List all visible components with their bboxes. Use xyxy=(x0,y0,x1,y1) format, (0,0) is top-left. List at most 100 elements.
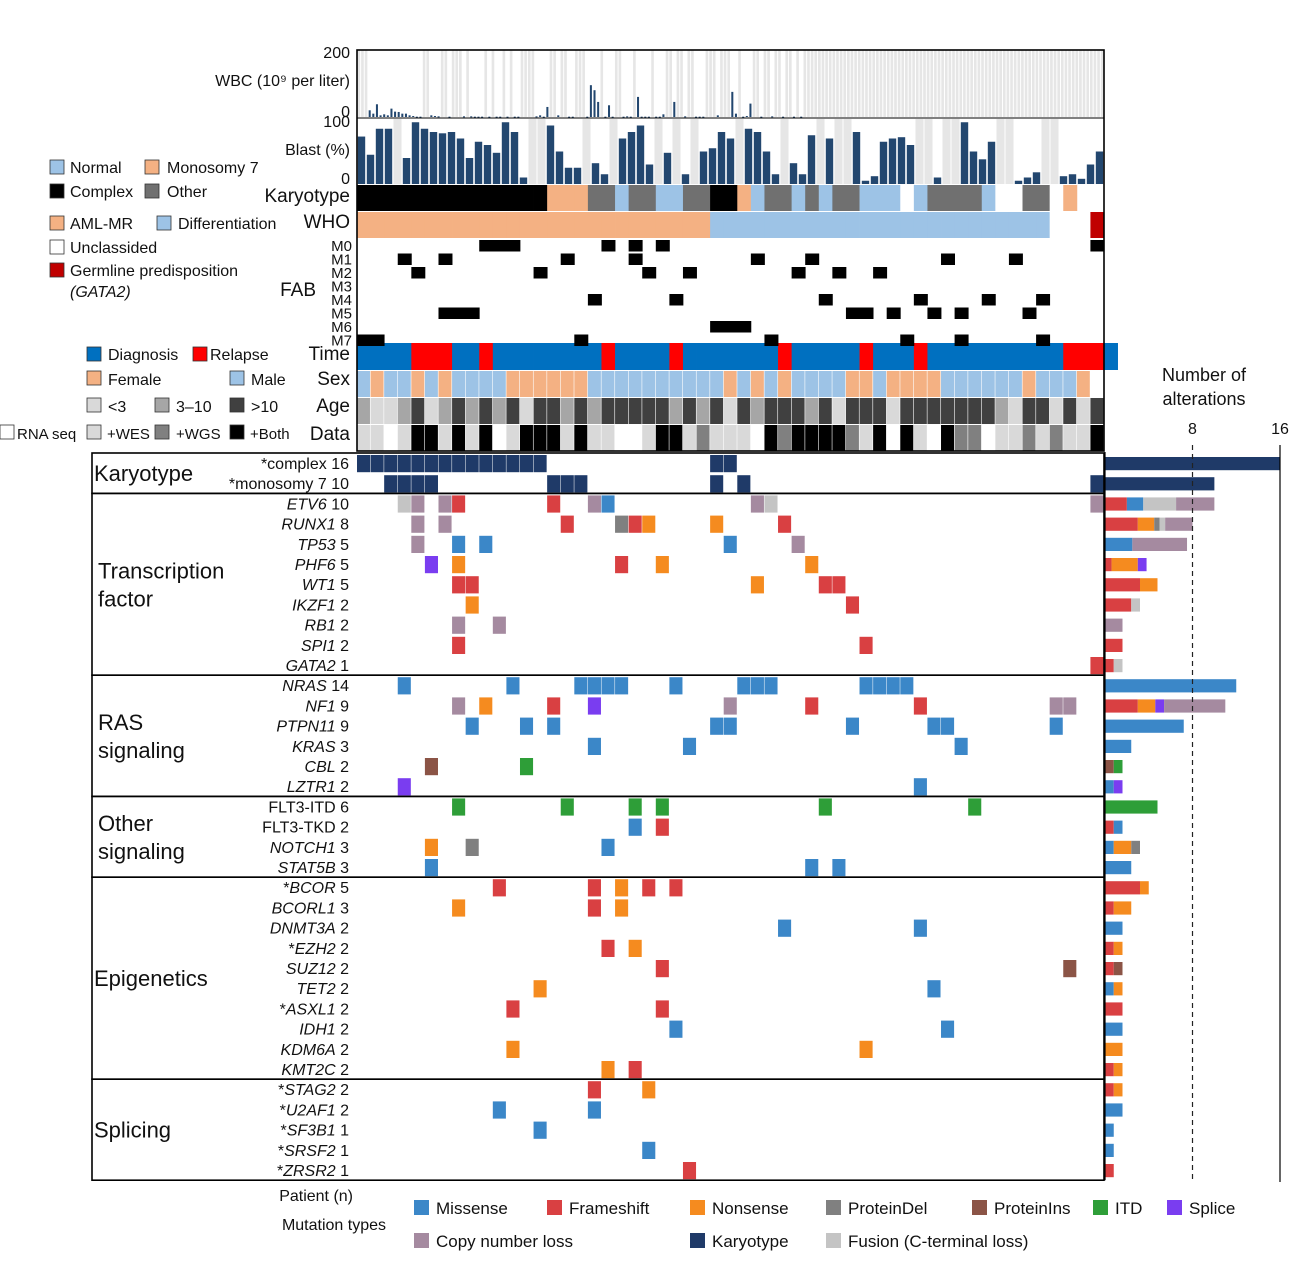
karyotype-cell-41 xyxy=(913,185,928,211)
gene-star: * xyxy=(278,1082,284,1099)
blast-missing-63 xyxy=(924,119,933,184)
count-bar-ZRSR2-0 xyxy=(1105,1164,1114,1178)
mutation-legend-label-4: ProteinIns xyxy=(994,1199,1071,1218)
cell-TP53-32 xyxy=(791,535,805,553)
wbc-bar-65 xyxy=(593,90,596,117)
karyotype-cell-9 xyxy=(479,185,494,211)
count-bar-IKZF1-1 xyxy=(1131,598,1140,612)
age-cell-36 xyxy=(845,398,860,424)
fab-M2-cell-21 xyxy=(642,267,657,279)
cell-FLT3-ITD-34 xyxy=(818,798,832,816)
wbc-bar-10 xyxy=(394,111,397,117)
gene-count: 1 xyxy=(336,1163,349,1180)
cell-monosomy 7-2 xyxy=(384,475,398,493)
count-bar-SPI1-0 xyxy=(1105,638,1123,652)
time-cell-40 xyxy=(900,343,915,370)
cell-ASXL1-22 xyxy=(655,1000,669,1018)
time-cell-17 xyxy=(587,343,602,370)
karyotype-cell-13 xyxy=(533,185,548,211)
gene-label-EZH2: *EZH2 2 xyxy=(289,941,350,958)
karyotype-cell-0 xyxy=(357,185,371,211)
wbc-missing-125 xyxy=(810,50,814,117)
gene-count: 3 xyxy=(336,860,349,877)
cell-monosomy 7-15 xyxy=(560,475,574,493)
blast-bar-21 xyxy=(546,125,555,184)
wbc-missing-205 xyxy=(1100,50,1104,117)
time-cell-34 xyxy=(818,343,833,370)
time-cell-28 xyxy=(737,343,752,370)
cell-NRAS-37 xyxy=(859,677,873,695)
time-cell-14 xyxy=(547,343,562,370)
data-legend-rna-swatch xyxy=(0,424,15,440)
wbc-missing-19 xyxy=(426,50,430,117)
age-cell-47 xyxy=(995,398,1010,424)
fab-M1-cell-29 xyxy=(750,253,765,265)
cell-STAT5B-5 xyxy=(424,859,438,877)
cell-complex-6 xyxy=(438,455,452,473)
cell-TET2-13 xyxy=(533,980,547,998)
mutation-legend-swatch-8 xyxy=(690,1233,705,1248)
age-legend-lt3: <3 xyxy=(108,399,126,416)
karyotype-cell-5 xyxy=(424,185,439,211)
karyotype-cell-28 xyxy=(737,185,752,211)
wbc-bar-64 xyxy=(589,85,592,117)
count-bar-ETV6-2 xyxy=(1143,497,1177,511)
sex-cell-48 xyxy=(1008,371,1023,397)
cell-PTPN11-51 xyxy=(1049,717,1063,735)
gene-label-ASXL1: *ASXL1 2 xyxy=(280,1001,349,1018)
blast-bar-59 xyxy=(888,138,897,184)
blast-bar-24 xyxy=(573,167,582,184)
sex-cell-0 xyxy=(357,371,371,397)
blast-missing-19 xyxy=(528,119,537,184)
age-cell-19 xyxy=(615,398,630,424)
wbc-max-label: 200 xyxy=(323,45,350,62)
legends: Normal Monosomy 7 Complex Other AML-MR Differ… xyxy=(0,159,1235,1251)
gene-star: * xyxy=(280,1001,286,1018)
data-cell-21 xyxy=(642,425,657,451)
cell-LZTR1-41 xyxy=(913,778,927,796)
blast-bar-3 xyxy=(384,128,393,184)
time-cell-55 xyxy=(1104,343,1118,370)
cell-KDM6A-37 xyxy=(859,1040,873,1058)
wbc-missing-45 xyxy=(520,50,524,117)
wbc-missing-130 xyxy=(828,50,832,117)
blast-bar-69 xyxy=(978,159,987,184)
blast-bar-38 xyxy=(699,151,708,184)
wbc-bar-16 xyxy=(415,116,418,118)
wbc-missing-154 xyxy=(915,50,919,117)
wbc-missing-124 xyxy=(807,50,810,117)
cell-KDM6A-11 xyxy=(506,1040,520,1058)
wbc-bar-50 xyxy=(539,115,542,117)
count-bar-RUNX1-0 xyxy=(1105,517,1138,531)
fab-M6-cell-26 xyxy=(710,321,725,333)
data-cell-49 xyxy=(1022,425,1037,451)
wbc-missing-30 xyxy=(466,50,469,117)
blast-bar-15 xyxy=(492,152,501,184)
age-cell-54 xyxy=(1090,398,1105,424)
wbc-missing-181 xyxy=(1013,50,1017,117)
blast-missing-51 xyxy=(816,119,825,184)
wbc-missing-109 xyxy=(752,50,756,117)
cell-complex-27 xyxy=(723,455,737,473)
gene-count: 8 xyxy=(336,517,349,534)
wbc-bar-44 xyxy=(517,116,520,118)
wbc-bar-9 xyxy=(390,108,393,117)
wbc-missing-202 xyxy=(1089,50,1093,117)
time-cell-7 xyxy=(452,343,467,370)
wbc-missing-155 xyxy=(919,50,923,117)
count-bar-PHF6-2 xyxy=(1137,558,1147,572)
time-cell-11 xyxy=(506,343,521,370)
cell-KRAS-17 xyxy=(587,737,601,755)
wbc-missing-197 xyxy=(1071,50,1075,117)
wbc-bar-20 xyxy=(430,115,433,117)
wbc-missing-188 xyxy=(1039,50,1042,117)
gene-star: * xyxy=(289,941,295,958)
gene-count: 1 xyxy=(336,658,349,675)
who-cell-31 xyxy=(778,212,793,238)
karyotype-cell-47 xyxy=(995,185,1010,211)
blast-bar-7 xyxy=(420,128,429,184)
age-cell-42 xyxy=(927,398,942,424)
age-cell-24 xyxy=(682,398,697,424)
wbc-missing-184 xyxy=(1024,50,1028,117)
gene-count: 2 xyxy=(336,1022,349,1039)
